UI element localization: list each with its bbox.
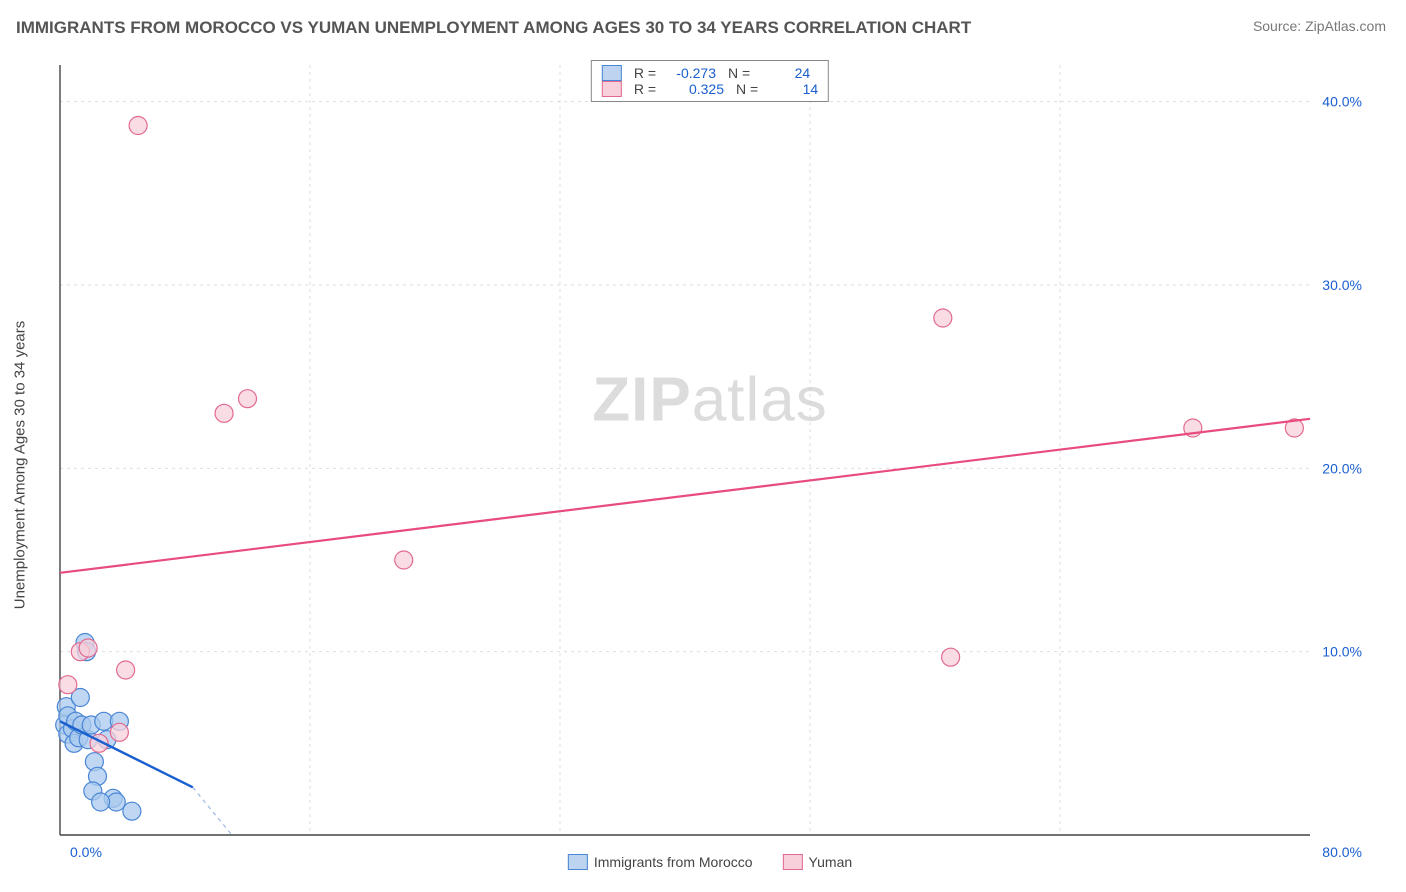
swatch-morocco-icon <box>568 854 588 870</box>
legend-item-morocco: Immigrants from Morocco <box>568 854 753 870</box>
scatter-point-yuman <box>942 648 960 666</box>
stat-r-label: R = <box>634 65 656 81</box>
scatter-point-yuman <box>239 390 257 408</box>
scatter-point-yuman <box>117 661 135 679</box>
stat-n-label: N = <box>728 65 750 81</box>
trendline-yuman <box>60 419 1310 573</box>
legend-series: Immigrants from Morocco Yuman <box>568 854 852 870</box>
stat-r-value-yuman: 0.325 <box>668 81 724 97</box>
legend-stats-row-yuman: R = 0.325 N = 14 <box>602 81 818 97</box>
legend-label-morocco: Immigrants from Morocco <box>594 854 753 870</box>
xtick-label: 0.0% <box>70 844 102 860</box>
stat-n-value-yuman: 14 <box>770 81 818 97</box>
ytick-label: 20.0% <box>1322 460 1362 476</box>
y-axis-label: Unemployment Among Ages 30 to 34 years <box>12 321 29 610</box>
scatter-point-yuman <box>79 639 97 657</box>
stat-n-label: N = <box>736 81 758 97</box>
scatter-point-yuman <box>215 404 233 422</box>
scatter-point-morocco <box>92 793 110 811</box>
trendline-dashed-morocco <box>193 787 232 835</box>
scatter-point-morocco <box>123 802 141 820</box>
scatter-point-yuman <box>110 723 128 741</box>
ytick-label: 10.0% <box>1322 644 1362 660</box>
legend-stats: R = -0.273 N = 24 R = 0.325 N = 14 <box>591 60 829 102</box>
scatter-point-yuman <box>129 117 147 135</box>
stat-r-label: R = <box>634 81 656 97</box>
scatter-point-yuman <box>934 309 952 327</box>
ytick-label: 30.0% <box>1322 277 1362 293</box>
source-attribution: Source: ZipAtlas.com <box>1253 18 1386 34</box>
scatter-plot-svg: 10.0% 20.0% 30.0% 40.0% 0.0% 80.0% <box>50 60 1370 870</box>
swatch-morocco <box>602 65 622 81</box>
stat-n-value-morocco: 24 <box>762 65 810 81</box>
ytick-label: 40.0% <box>1322 94 1362 110</box>
legend-label-yuman: Yuman <box>809 854 853 870</box>
legend-stats-row-morocco: R = -0.273 N = 24 <box>602 65 818 81</box>
scatter-point-yuman <box>59 676 77 694</box>
scatter-point-yuman <box>395 551 413 569</box>
xtick-label: 80.0% <box>1322 844 1362 860</box>
chart-title: IMMIGRANTS FROM MOROCCO VS YUMAN UNEMPLO… <box>16 18 971 38</box>
chart-container: Unemployment Among Ages 30 to 34 years Z… <box>50 60 1370 870</box>
swatch-yuman <box>602 81 622 97</box>
stat-r-value-morocco: -0.273 <box>668 65 716 81</box>
legend-item-yuman: Yuman <box>783 854 853 870</box>
swatch-yuman-icon <box>783 854 803 870</box>
